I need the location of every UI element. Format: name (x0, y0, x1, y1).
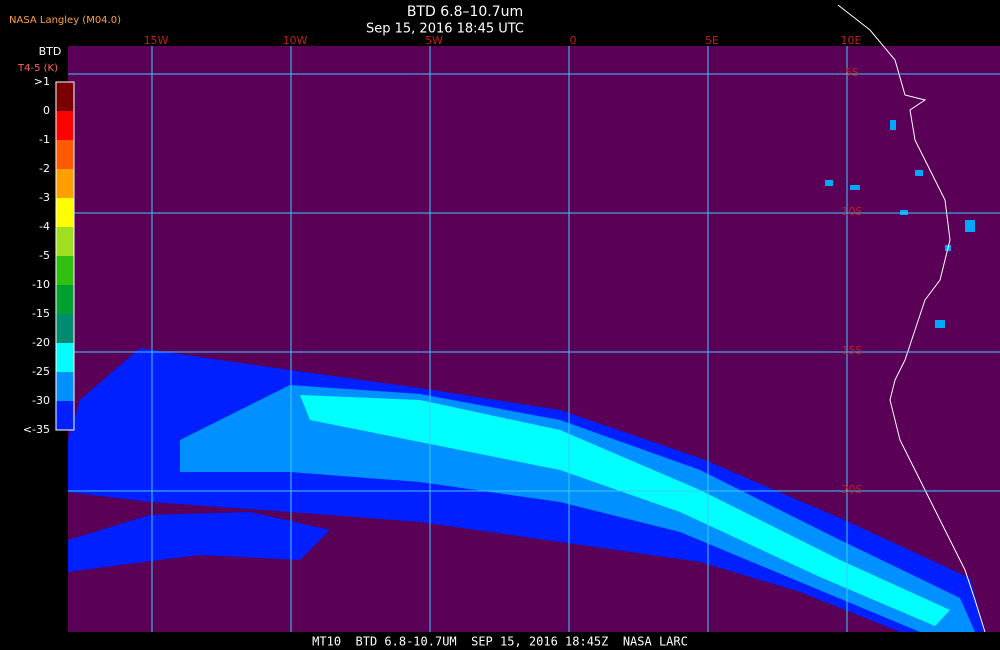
legend-swatch (56, 285, 74, 314)
title: BTD 6.8–10.7um (407, 4, 523, 20)
legend-swatch (56, 372, 74, 401)
datetime: Sep 15, 2016 18:45 UTC (366, 22, 524, 37)
cloud-band (300, 395, 950, 626)
latitude-label: 15S (842, 344, 863, 357)
legend-label: -1 (39, 133, 50, 146)
longitude-label: 10E (841, 34, 862, 47)
legend-label: -4 (39, 220, 50, 233)
longitude-label: 15W (144, 34, 169, 47)
legend-frame (55, 81, 75, 431)
legend-swatch (56, 140, 74, 169)
latitude-label: 5S (845, 66, 859, 79)
legend-label: -5 (39, 249, 50, 262)
legend-label: -2 (39, 162, 50, 175)
legend-swatch (56, 401, 74, 430)
cloud-band (180, 385, 975, 632)
legend-label: -30 (32, 394, 50, 407)
footer: MT10 BTD 6.8-10.7UM SEP 15, 2016 18:45Z … (312, 635, 688, 649)
legend-label: >1 (34, 75, 50, 88)
legend-label: 0 (43, 104, 50, 117)
cloud-band (68, 512, 330, 572)
legend-label: <-35 (23, 423, 50, 436)
legend-label: -3 (39, 191, 50, 204)
legend-label: -15 (32, 307, 50, 320)
legend-swatch (56, 343, 74, 372)
legend-swatch (56, 227, 74, 256)
longitude-label: 5E (705, 34, 719, 47)
legend-label: -10 (32, 278, 50, 291)
source-label: NASA Langley (M04.0) (9, 15, 121, 26)
longitude-label: 10W (283, 34, 308, 47)
latitude-label: 10S (842, 205, 863, 218)
legend-swatch (56, 111, 74, 140)
latitude-label: 20S (842, 483, 863, 496)
legend-swatch (56, 256, 74, 285)
legend-subtitle: T4-5 (K) (17, 63, 58, 74)
coastline (837, 4, 986, 633)
legend-swatch (56, 82, 74, 111)
legend-label: -20 (32, 336, 50, 349)
color-legend: >1 0 -1 -2 -3 -4 -5 -10 -15 -20 -25 -30 <-35 (23, 75, 75, 436)
graticule: 15W 10W 5W 0 5E 10E 5S 10S 15S 20S (68, 34, 1000, 632)
legend-swatch (56, 314, 74, 343)
legend-title: BTD (39, 45, 62, 58)
legend-swatch (56, 169, 74, 198)
legend-label: -25 (32, 365, 50, 378)
longitude-label: 0 (570, 34, 577, 47)
longitude-label: 5W (425, 34, 443, 47)
legend-swatch (56, 198, 74, 227)
